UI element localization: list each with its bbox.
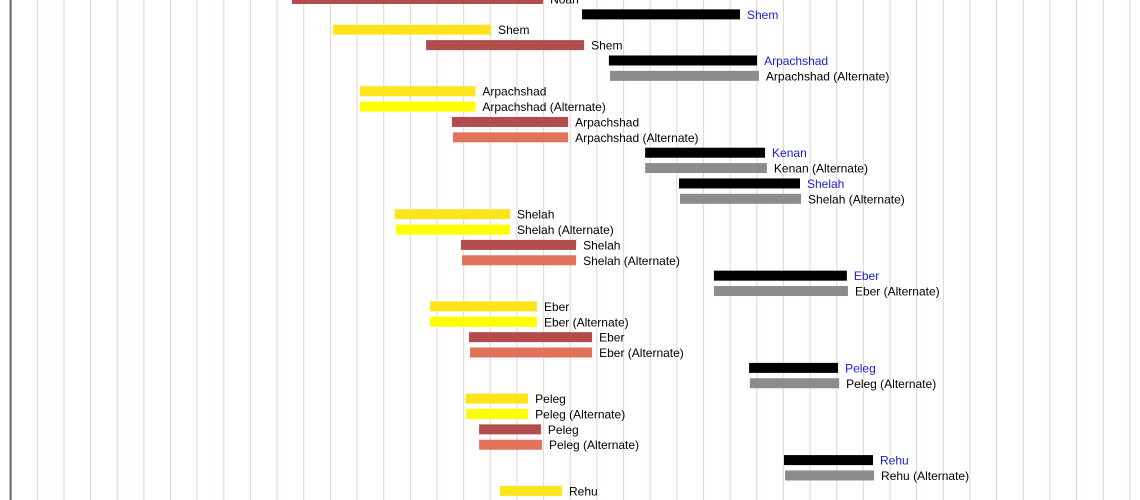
bar-shem (581, 9, 741, 20)
bar-label: Shem (747, 8, 778, 22)
bar-noah (292, 0, 544, 4)
gridlines (36, 0, 1131, 500)
bar-arpachshad (608, 55, 758, 66)
bar-shelah-alternate (462, 255, 577, 266)
bar-shelah (394, 209, 511, 220)
bar-eber-alternate (430, 316, 537, 327)
bar-shem (426, 40, 585, 51)
bar-label: Peleg (Alternate) (535, 407, 625, 421)
bar-shelah-alternate (680, 193, 802, 204)
bar-rehu-alternate (785, 470, 875, 481)
bar-eber-alternate (713, 286, 848, 297)
bar-arpachshad (359, 86, 476, 97)
bar-eber-alternate (470, 347, 593, 358)
bar-shelah (678, 178, 800, 189)
bar-label: Peleg (548, 423, 579, 437)
bar-label: Shelah (517, 208, 554, 222)
bar-arpachshad-alternate (359, 101, 476, 112)
bar-label: Peleg (535, 392, 566, 406)
bar-rehu (783, 455, 873, 466)
bar-label: Eber (Alternate) (599, 346, 684, 360)
bar-peleg-alternate (749, 378, 840, 389)
bar-eber (468, 332, 593, 343)
bar-shelah-alternate (395, 224, 511, 235)
bar-label: Arpachshad (575, 115, 639, 129)
bar-label: Rehu (Alternate) (881, 469, 969, 483)
bar-kenan (645, 147, 766, 158)
bar-label: Arpachshad (764, 54, 828, 68)
bar-label: Shelah (583, 238, 620, 252)
bar-arpachshad (451, 116, 569, 127)
bar-label: Kenan (772, 146, 807, 160)
bar-label: Eber (599, 331, 624, 345)
bar-eber (430, 301, 537, 312)
bar-label: Arpachshad (Alternate) (482, 100, 605, 114)
bar-label: Shelah (Alternate) (808, 192, 905, 206)
bar-label: Peleg (Alternate) (846, 377, 936, 391)
bar-label: Arpachshad (Alternate) (766, 69, 889, 83)
bar-peleg (465, 393, 529, 404)
bar-peleg (749, 362, 839, 373)
bar-label: Peleg (Alternate) (549, 438, 639, 452)
bars: NoahShemShemShemArpachshadArpachshad (Al… (292, 0, 969, 498)
bar-label: Kenan (Alternate) (774, 162, 868, 176)
bar-shelah (460, 239, 577, 250)
bar-label: Shelah (Alternate) (517, 223, 614, 237)
bar-label: Arpachshad (482, 85, 546, 99)
bar-kenan-alternate (645, 163, 767, 174)
bar-label: Shelah (Alternate) (583, 254, 680, 268)
bar-rehu (499, 485, 562, 496)
bar-label: Eber (Alternate) (544, 315, 629, 329)
bar-label: Eber (Alternate) (855, 285, 940, 299)
bar-label: Rehu (569, 484, 598, 498)
bar-label: Noah (550, 0, 579, 7)
bar-label: Peleg (845, 361, 876, 375)
bar-peleg (479, 424, 541, 435)
bar-label: Eber (854, 269, 879, 283)
bar-label: Shem (591, 39, 622, 53)
bar-label: Rehu (880, 454, 909, 468)
bar-label: Arpachshad (Alternate) (575, 131, 698, 145)
bar-peleg-alternate (466, 408, 529, 419)
bar-arpachshad-alternate (452, 132, 569, 143)
bar-eber (713, 270, 847, 281)
bar-label: Shelah (807, 177, 844, 191)
bar-peleg-alternate (479, 439, 543, 450)
bar-shem (333, 24, 492, 35)
bar-label: Shem (498, 23, 529, 37)
bar-label: Eber (544, 300, 569, 314)
bar-arpachshad-alternate (609, 70, 759, 81)
